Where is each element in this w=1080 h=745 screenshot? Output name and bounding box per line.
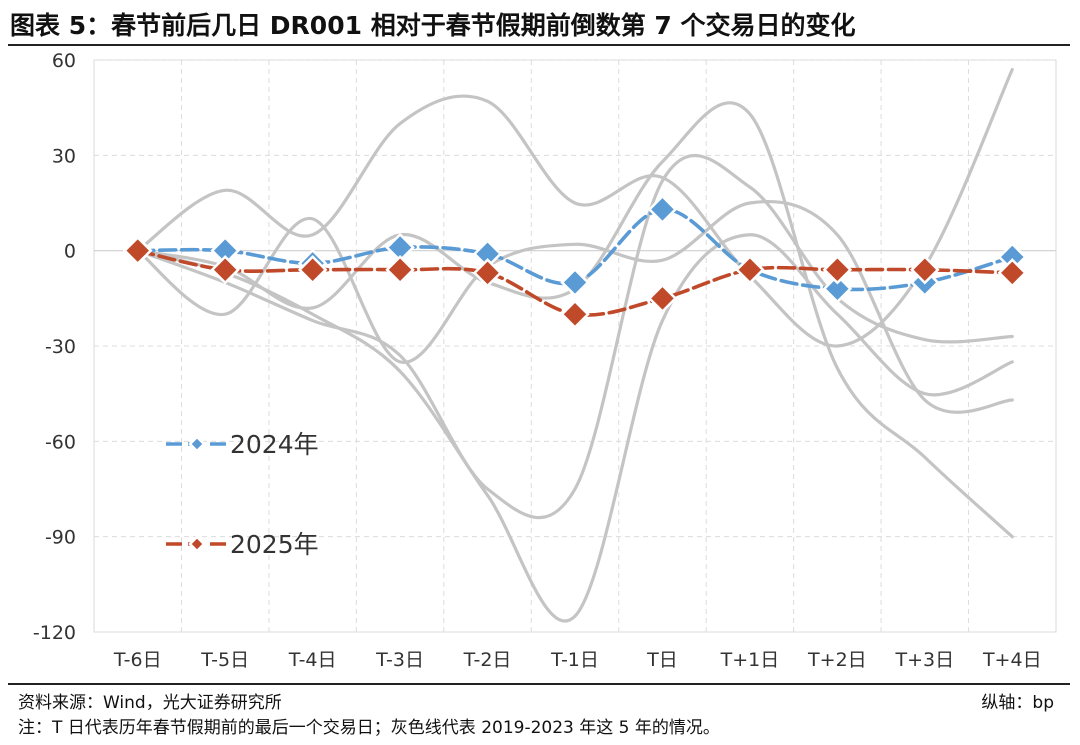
x-tick-label: T-2日	[463, 649, 512, 671]
y-tick-label: 0	[64, 241, 76, 263]
marker-2025	[297, 254, 328, 285]
marker-2025	[647, 283, 678, 314]
y-tick-label: -30	[45, 336, 76, 358]
x-tick-label: T-3日	[375, 649, 424, 671]
gray-series-line	[136, 154, 1014, 520]
legend-label-2025: 2025年	[230, 530, 319, 559]
y-tick-label: -120	[33, 622, 76, 644]
x-tick-label: T日	[646, 649, 678, 671]
chart-title: 图表 5：春节前后几日 DR001 相对于春节假期前倒数第 7 个交易日的变化	[10, 11, 856, 40]
marker-2024	[647, 194, 678, 225]
x-tick-label: T+3日	[895, 649, 955, 671]
marker-2025	[822, 254, 853, 285]
marker-2025	[385, 254, 415, 285]
footer-rule	[8, 683, 1070, 685]
marker-2025	[560, 299, 590, 329]
x-tick-label: T-6日	[113, 649, 162, 671]
unit-note: 纵轴：bp	[981, 693, 1054, 713]
footnote: 注：T 日代表历年春节假期前的最后一个交易日；灰色线代表 2019-2023 年…	[18, 718, 720, 738]
gray-series-line	[136, 101, 1014, 539]
marker-2025	[910, 254, 940, 285]
x-tick-label: T-4日	[288, 649, 337, 671]
x-tick-label: T-1日	[550, 649, 599, 671]
x-tick-label: T+2日	[807, 649, 867, 671]
y-tick-label: 30	[52, 145, 76, 167]
legend: 2024年 2025年	[166, 430, 319, 559]
gray-series-line	[136, 233, 1014, 623]
legend-marker-2025	[188, 535, 206, 553]
legend-marker-2024	[188, 435, 206, 453]
marker-2025	[122, 235, 153, 266]
marker-2024	[822, 274, 853, 304]
x-tick-label: T-5日	[200, 649, 249, 671]
y-tick-label: -90	[45, 527, 76, 549]
marker-2025	[472, 258, 503, 288]
x-tick-label: T+4日	[982, 649, 1042, 671]
y-tick-label: -60	[45, 431, 76, 453]
marker-2024	[560, 267, 590, 298]
x-axis-ticks: T-6日 T-5日 T-4日 T-3日 T-2日 T-1日 T日 T+1日 T+2日 T+3日 T+…	[113, 649, 1042, 671]
legend-label-2024: 2024年	[230, 430, 319, 459]
y-tick-label: 60	[52, 50, 76, 72]
x-tick-label: T+1日	[720, 649, 780, 671]
source-note: 资料来源：Wind，光大证券研究所	[18, 693, 282, 713]
grid	[93, 59, 1057, 633]
series-group	[122, 67, 1028, 623]
marker-2025	[997, 258, 1028, 288]
marker-2025	[210, 254, 240, 285]
title-rule	[8, 44, 1070, 46]
marker-2025	[735, 254, 765, 285]
y-axis-ticks: 60 30 0 -30 -60 -90 -120	[33, 50, 76, 644]
